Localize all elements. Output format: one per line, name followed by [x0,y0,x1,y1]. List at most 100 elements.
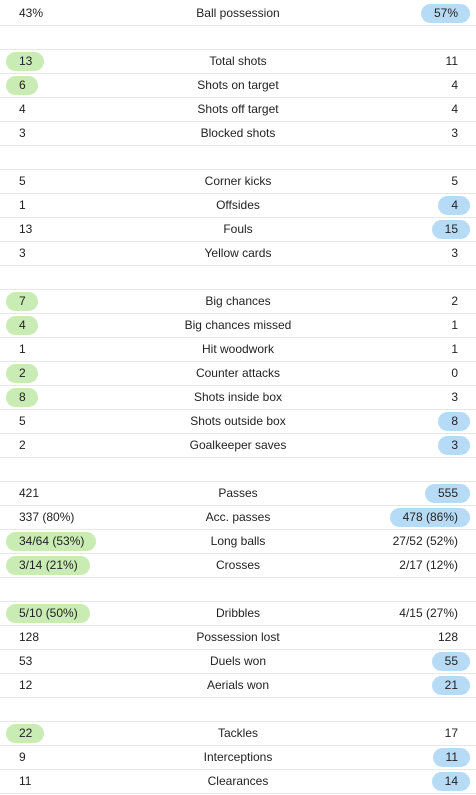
home-value-blocked-shots: 3 [19,126,26,140]
away-value-shots-off-target: 4 [451,102,458,116]
home-value-fouls: 13 [19,222,33,236]
stat-label-shots-inside-box: Shots inside box [193,390,283,404]
stat-row-yellow-cards: Yellow cards 3 3 [0,242,476,266]
stat-label-offsides: Offsides [216,198,260,212]
stat-label-tackles: Tackles [217,726,258,740]
stat-label-duels-won: Duels won [209,654,267,668]
away-value-big-chances: 2 [451,294,458,308]
stat-row-duels-won: Duels won 53 55 [0,650,476,674]
stat-row-blocked-shots: Blocked shots 3 3 [0,122,476,146]
stat-label-counter-attacks: Counter attacks [195,366,281,380]
section-divider [0,26,476,50]
away-value-yellow-cards: 3 [451,246,458,260]
stat-label-interceptions: Interceptions [203,750,273,764]
away-value-duels-won: 55 [431,652,470,671]
away-value-offsides: 4 [438,196,470,215]
home-value-dribbles: 5/10 (50%) [6,604,90,623]
home-value-corner-kicks: 5 [19,174,26,188]
section-divider [0,698,476,722]
stat-label-dribbles: Dribbles [215,606,260,620]
away-value-tackles: 17 [444,726,458,740]
home-value-duels-won: 53 [19,654,33,668]
stat-row-hit-woodwork: Hit woodwork 1 1 [0,338,476,362]
stat-row-shots-inside-box: Shots inside box 8 3 [0,386,476,410]
away-value-interceptions: 11 [432,748,470,767]
stat-row-shots-off-target: Shots off target 4 4 [0,98,476,122]
stat-label-corner-kicks: Corner kicks [204,174,272,188]
stat-row-aerials-won: Aerials won 12 21 [0,674,476,698]
away-value-dribbles: 4/15 (27%) [399,606,458,620]
stat-row-big-chances-missed: Big chances missed 4 1 [0,314,476,338]
away-value-shots-outside-box: 8 [438,412,470,431]
stat-label-clearances: Clearances [207,774,269,788]
home-value-big-chances-missed: 4 [6,316,38,335]
stat-label-ball-possession: Ball possession [196,6,280,20]
stat-row-big-chances: Big chances 7 2 [0,290,476,314]
home-value-big-chances: 7 [6,292,38,311]
stat-label-possession-lost: Possession lost [196,630,280,644]
stat-label-big-chances-missed: Big chances missed [184,318,292,332]
away-value-goalkeeper-saves: 3 [438,436,470,455]
away-value-blocked-shots: 3 [451,126,458,140]
stat-row-possession-lost: Possession lost 128 128 [0,626,476,650]
away-value-acc-passes: 478 (86%) [389,508,470,527]
away-value-passes: 555 [424,484,470,503]
away-value-fouls: 15 [431,220,470,239]
home-value-offsides: 1 [19,198,26,212]
stat-row-corner-kicks: Corner kicks 5 5 [0,170,476,194]
stat-label-hit-woodwork: Hit woodwork [201,342,275,356]
stat-label-fouls: Fouls [223,222,253,236]
away-value-ball-possession: 57% [420,4,470,23]
home-value-passes: 421 [19,486,40,500]
stat-label-long-balls: Long balls [210,534,266,548]
away-value-crosses: 2/17 (12%) [399,558,458,572]
home-value-tackles: 22 [6,724,45,743]
stat-row-offsides: Offsides 1 4 [0,194,476,218]
stat-row-dribbles: Dribbles 5/10 (50%) 4/15 (27%) [0,602,476,626]
away-value-corner-kicks: 5 [451,174,458,188]
away-value-shots-on-target: 4 [451,78,458,92]
stat-label-passes: Passes [218,486,258,500]
stat-label-total-shots: Total shots [209,54,267,68]
away-value-hit-woodwork: 1 [451,342,458,356]
home-value-clearances: 11 [19,774,32,788]
stat-label-yellow-cards: Yellow cards [204,246,272,260]
home-value-shots-on-target: 6 [6,76,38,95]
stat-row-fouls: Fouls 13 15 [0,218,476,242]
stat-row-interceptions: Interceptions 9 11 [0,746,476,770]
home-value-shots-outside-box: 5 [19,414,26,428]
stat-label-shots-on-target: Shots on target [197,78,279,92]
stat-label-blocked-shots: Blocked shots [200,126,276,140]
stat-row-tackles: Tackles 22 17 [0,722,476,746]
stat-label-acc-passes: Acc. passes [205,510,271,524]
home-value-crosses: 3/14 (21%) [6,556,90,575]
home-value-possession-lost: 128 [19,630,40,644]
away-value-clearances: 14 [431,772,470,791]
home-value-total-shots: 13 [6,52,45,71]
stat-row-goalkeeper-saves: Goalkeeper saves 2 3 [0,434,476,458]
stat-label-big-chances: Big chances [205,294,271,308]
section-divider [0,266,476,290]
home-value-shots-off-target: 4 [19,102,26,116]
stat-row-counter-attacks: Counter attacks 2 0 [0,362,476,386]
home-value-goalkeeper-saves: 2 [19,438,26,452]
home-value-yellow-cards: 3 [19,246,26,260]
stat-label-crosses: Crosses [215,558,260,572]
stat-label-aerials-won: Aerials won [206,678,270,692]
stat-row-total-shots: Total shots 13 11 [0,50,476,74]
home-value-shots-inside-box: 8 [6,388,38,407]
stat-row-acc-passes: Acc. passes 337 (80%) 478 (86%) [0,506,476,530]
stat-label-shots-outside-box: Shots outside box [190,414,286,428]
home-value-interceptions: 9 [19,750,26,764]
stat-row-long-balls: Long balls 34/64 (53%) 27/52 (52%) [0,530,476,554]
section-divider [0,578,476,602]
away-value-aerials-won: 21 [431,676,470,695]
home-value-acc-passes: 337 (80%) [19,510,75,524]
stat-row-shots-outside-box: Shots outside box 5 8 [0,410,476,434]
away-value-counter-attacks: 0 [451,366,458,380]
stat-row-shots-on-target: Shots on target 6 4 [0,74,476,98]
away-value-big-chances-missed: 1 [451,318,458,332]
home-value-aerials-won: 12 [19,678,33,692]
stat-label-shots-off-target: Shots off target [197,102,279,116]
